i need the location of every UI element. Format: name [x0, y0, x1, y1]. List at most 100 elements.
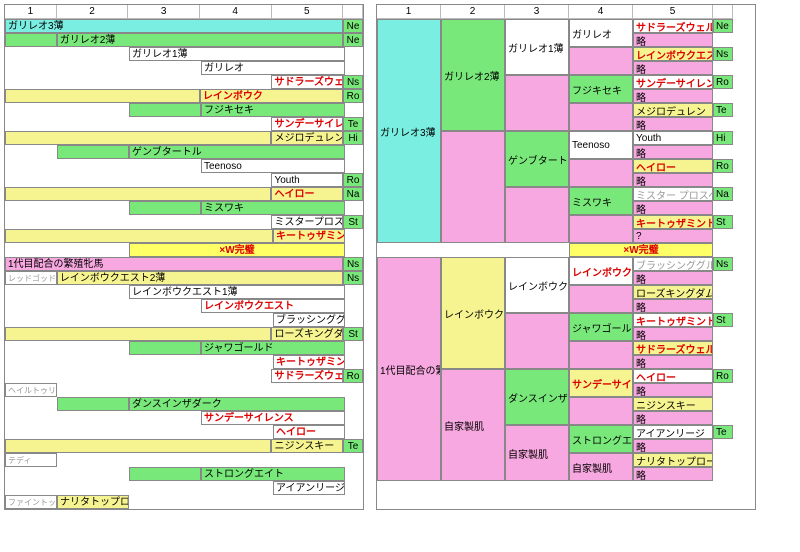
pedigree-bar: Teenoso: [201, 159, 345, 173]
pedigree-bar: ヘイロー: [273, 425, 345, 439]
pedigree-bar: 1代目配合の繁殖牝馬: [5, 257, 343, 271]
bar-row: フジキセキ: [5, 103, 363, 117]
pedigree-bar: レインボウク: [200, 89, 343, 103]
tree-cell-gen5: 略: [633, 33, 713, 47]
bar-row: レインボウクエスト: [5, 299, 363, 313]
pedigree-bar: ファイントップ: [5, 495, 57, 509]
bar-row: キートゥザミン: [5, 229, 363, 243]
bar-row: メジロデュレンHi: [5, 131, 363, 145]
tree-cell-gen2: レインボウクエスト2薄: [441, 257, 505, 369]
line-tag: Hi: [713, 131, 733, 145]
bar-row: キートゥザミント: [5, 355, 363, 369]
tree-cell-gen4: [569, 159, 633, 187]
bar-row: Teenoso: [5, 159, 363, 173]
bar-row: レインボウクエスト1薄: [5, 285, 363, 299]
tree-cell-gen4: [569, 215, 633, 243]
pedigree-bar: レインボウクエスト1薄: [129, 285, 345, 299]
pedigree-bar: ナリタトップロード: [57, 495, 129, 509]
tree-cell-gen5: 略: [633, 145, 713, 159]
pedigree-bar: ガリレオ3薄: [5, 19, 343, 33]
tree-cell-gen5: 略: [633, 299, 713, 313]
bar-row: ミスタープロスペクターSt: [5, 215, 363, 229]
header-cell: 4: [569, 5, 633, 19]
line-tag: Ns: [343, 257, 363, 271]
tree-cell-gen3: [505, 313, 569, 369]
tree-cell-gen4: ジャワゴールド: [569, 313, 633, 341]
line-tag: Ne: [713, 19, 733, 33]
bar-row: ブラッシンググルーム: [5, 313, 363, 327]
tree-cell-gen5: アイアンリージ: [633, 425, 713, 439]
tree-cell-gen5: 略: [633, 117, 713, 131]
bar-row: 1代目配合の繁殖牝馬Ns: [5, 257, 363, 271]
bar-row: ガリレオ3薄Ne: [5, 19, 363, 33]
line-tag: Ns: [343, 271, 363, 285]
pedigree-bar: ダンスインザダーク: [129, 397, 345, 411]
tree-cell-gen5: Youth: [633, 131, 713, 145]
header-cell: 3: [128, 5, 200, 19]
bar-row: ミスワキ: [5, 201, 363, 215]
left-panel: 12345 ガリレオ3薄Neガリレオ2薄Neガリレオ1薄ガリレオサドラーズウェル…: [4, 4, 364, 510]
pedigree-bar: ガリレオ2薄: [57, 33, 343, 47]
tree-cell-gen3: [505, 75, 569, 131]
tree-cell-gen4: [569, 397, 633, 425]
pedigree-bar: [5, 33, 57, 47]
right-panel: 12345 ガリレオ3薄ガリレオ2薄ガリレオ1薄ゲンブタートルガリレオフジキセキ…: [376, 4, 756, 510]
tree-cell-gen4: [569, 285, 633, 313]
pedigree-bar: フジキセキ: [201, 103, 345, 117]
pedigree-bar: ガリレオ1薄: [129, 47, 345, 61]
tree-cell-gen5: 略: [633, 271, 713, 285]
tree-cell-gen4: ガリレオ: [569, 19, 633, 47]
bar-row: ジャワゴールド: [5, 341, 363, 355]
tree-cell-gen3: 自家製肌: [505, 425, 569, 481]
bar-row: ローズキングダムSt: [5, 327, 363, 341]
pedigree-bar: [57, 145, 129, 159]
pedigree-bar: レインボウクエスト2薄: [57, 271, 343, 285]
line-tag: Hi: [343, 131, 363, 145]
line-tag: Ro: [713, 75, 733, 89]
bar-row: ファイントップナリタトップロード: [5, 495, 363, 509]
pedigree-bar: アイアンリージ: [273, 481, 345, 495]
bar-row: ダンスインザダーク: [5, 397, 363, 411]
bar-row: ガリレオ1薄: [5, 47, 363, 61]
pedigree-bar: [129, 341, 201, 355]
pedigree-bar: [5, 187, 271, 201]
tree-cell-gen2: [441, 131, 505, 243]
pedigree-bar: キートゥザミント: [273, 355, 345, 369]
tree-cell-gen4: [569, 103, 633, 131]
pedigree-bar: ミスタープロスペクター: [271, 215, 343, 229]
tree-cell-gen4: 自家製肌: [569, 453, 633, 481]
line-tag: Ns: [343, 75, 363, 89]
tree-cell-gen5: 略: [633, 383, 713, 397]
bar-row: ガリレオ: [5, 61, 363, 75]
right-headers: 12345: [377, 5, 755, 19]
line-tag: St: [713, 215, 733, 229]
pedigree-bar: [5, 327, 271, 341]
header-cell: 2: [57, 5, 129, 19]
tree-cell-gen5: ブラッシンググルーム: [633, 257, 713, 271]
tree-cell-gen4: フジキセキ: [569, 75, 633, 103]
pedigree-bar: キートゥザミン: [273, 229, 345, 243]
header-cell: 1: [377, 5, 441, 19]
pedigree-bar: ガリレオ: [201, 61, 345, 75]
line-tag: Ro: [343, 89, 363, 103]
right-top-tree: ガリレオ3薄ガリレオ2薄ガリレオ1薄ゲンブタートルガリレオフジキセキTeenos…: [377, 19, 755, 243]
line-tag: Ne: [343, 33, 363, 47]
bar-row: ヘイローNa: [5, 187, 363, 201]
bar-row: ストロングエイト: [5, 467, 363, 481]
line-tag: Te: [343, 439, 363, 453]
right-bottom-tree: 1代目配合の繁殖牝馬レインボウクエスト2薄自家製肌レインボウクエスト1薄ダンスイ…: [377, 257, 755, 481]
bar-row: アイアンリージ: [5, 481, 363, 495]
tree-cell-gen4: レインボウクエスト: [569, 257, 633, 285]
bar-row: レッドゴッドレインボウクエスト2薄Ns: [5, 271, 363, 285]
pedigree-bar: Youth: [271, 173, 343, 187]
tree-cell-gen5: ニジンスキー: [633, 397, 713, 411]
pedigree-bar: ヘイルトゥリーズン: [5, 383, 57, 397]
header-cell: 3: [505, 5, 569, 19]
bar-row: サンデーサイレンス: [5, 411, 363, 425]
tree-cell-gen5: 略: [633, 355, 713, 369]
pedigree-bar: テディ: [5, 453, 57, 467]
pedigree-bar: [57, 397, 129, 411]
line-tag: Te: [713, 103, 733, 117]
pedigree-bar: ゲンブタートル: [129, 145, 345, 159]
tree-cell-gen2: ガリレオ2薄: [441, 19, 505, 131]
